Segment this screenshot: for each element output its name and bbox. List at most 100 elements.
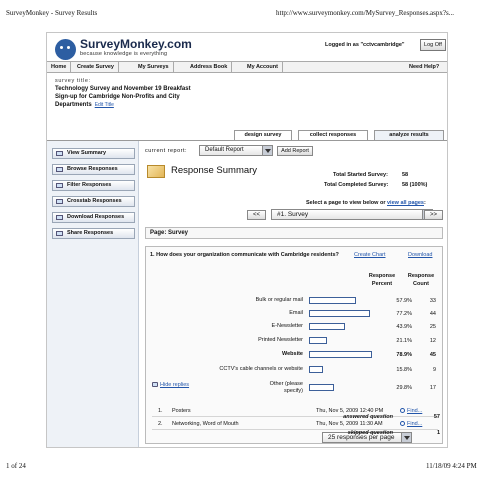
tab-design-survey[interactable]: design survey — [234, 130, 292, 140]
print-header-url: http://www.surveymonkey.com/MySurvey_Res… — [276, 9, 454, 17]
nav-my-account[interactable]: My Account — [243, 62, 283, 72]
logged-in-text: Logged in as "cctvcambridge" — [325, 42, 405, 48]
main-nav: Home Create Survey My Surveys Address Bo… — [47, 61, 447, 73]
answer-count: 33 — [429, 298, 436, 304]
answer-label-other: Other (please specify) — [269, 381, 303, 394]
total-completed-label: Total Completed Survey: — [324, 182, 389, 188]
nav-create-survey[interactable]: Create Survey — [73, 62, 119, 72]
answer-bar-other — [309, 384, 334, 391]
print-footer-page: 1 of 24 — [6, 462, 26, 470]
nav-help[interactable]: Need Help? — [409, 64, 440, 70]
find-link[interactable]: Find... — [400, 405, 422, 417]
answer-bar — [309, 366, 323, 373]
answer-label: E-Newsletter — [271, 323, 303, 329]
survey-title-line-2: Sign-up for Cambridge Non-Profits and Ci… — [55, 94, 180, 100]
answer-percent: 57.9% — [396, 298, 412, 304]
skipped-question-label: skipped question — [347, 430, 393, 436]
sidebar-item-browse-responses[interactable]: Browse Responses — [52, 164, 135, 175]
summary-chart-icon — [147, 165, 165, 178]
filter-icon — [56, 183, 63, 188]
magnifier-icon — [400, 408, 405, 413]
answer-bar — [309, 310, 370, 317]
monkey-logo-icon — [55, 39, 76, 60]
answer-label: Printed Newsletter — [258, 337, 303, 343]
replies-icon — [152, 382, 158, 387]
answer-percent: 77.2% — [396, 311, 412, 317]
answered-question-label: answered question — [343, 414, 393, 420]
brand-tagline: because knowledge is everything — [80, 51, 168, 57]
sidebar-item-filter-responses[interactable]: Filter Responses — [52, 180, 135, 191]
download-link[interactable]: Download — [408, 252, 433, 258]
answer-label: Website — [282, 351, 303, 357]
answer-label: CCTV's cable channels or website — [219, 366, 303, 372]
print-header-title: SurveyMonkey - Survey Results — [6, 9, 98, 17]
download-icon — [56, 215, 63, 220]
chevron-down-icon — [262, 146, 272, 155]
logoff-button[interactable]: Log Off — [420, 39, 446, 51]
answer-bar — [309, 297, 356, 304]
answer-count: 12 — [429, 338, 436, 344]
skipped-question-value: 1 — [436, 430, 440, 436]
sidebar-item-share-responses[interactable]: Share Responses — [52, 228, 135, 239]
reply-row: 2. Networking, Word of Mouth Thu, Nov 5,… — [152, 418, 438, 430]
create-chart-link[interactable]: Create Chart — [354, 252, 386, 258]
sidebar: View Summary Browse Responses Filter Res… — [47, 141, 139, 447]
total-started-label: Total Started Survey: — [333, 172, 388, 178]
sidebar-item-view-summary[interactable]: View Summary — [52, 148, 135, 159]
crosstab-icon — [56, 199, 63, 204]
add-report-button[interactable]: Add Report — [277, 146, 313, 156]
answer-bar — [309, 351, 372, 358]
tab-analyze-results[interactable]: analyze results — [374, 130, 444, 140]
current-report-label: current report: — [145, 148, 188, 154]
answer-percent: 21.1% — [396, 338, 412, 344]
edit-title-link[interactable]: Edit Title — [94, 102, 114, 108]
sidebar-item-download-responses[interactable]: Download Responses — [52, 212, 135, 223]
tab-collect-responses[interactable]: collect responses — [298, 130, 368, 140]
page-title: Response Summary — [171, 165, 258, 176]
sidebar-item-crosstab-responses[interactable]: Crosstab Responses — [52, 196, 135, 207]
report-select[interactable]: Default Report — [199, 145, 273, 156]
answer-count: 45 — [429, 352, 436, 358]
answer-count: 44 — [429, 311, 436, 317]
nav-my-surveys[interactable]: My Surveys — [134, 62, 174, 72]
hide-replies-link[interactable]: Hide replies — [152, 382, 189, 388]
browse-icon — [56, 167, 63, 172]
answer-percent: 78.9% — [396, 352, 412, 358]
question-panel: 1. How does your organization communicat… — [145, 246, 443, 444]
nav-address-book[interactable]: Address Book — [186, 62, 233, 72]
page-select[interactable]: #1. Survey — [271, 209, 433, 220]
answer-count-other: 17 — [429, 385, 436, 391]
survey-title-label: survey title: — [55, 78, 91, 84]
answer-percent: 15.8% — [396, 367, 412, 373]
answer-label: Bulk or regular mail — [255, 297, 303, 303]
answer-count: 25 — [429, 324, 436, 330]
find-link[interactable]: Find... — [400, 418, 422, 430]
magnifier-icon — [400, 421, 405, 426]
chevron-down-icon — [401, 433, 411, 442]
answer-percent: 43.9% — [396, 324, 412, 330]
answer-percent-other: 29.8% — [396, 385, 412, 391]
question-text: 1. How does your organization communicat… — [150, 252, 339, 258]
total-completed-value: 58 (100%) — [402, 182, 428, 188]
reply-row: 1. Posters Thu, Nov 5, 2009 12:40 PM Fin… — [152, 405, 438, 417]
nav-home[interactable]: Home — [47, 62, 72, 72]
survey-title-line-1: Technology Survey and November 19 Breakf… — [55, 86, 191, 92]
answer-label: Email — [289, 310, 303, 316]
page-label: Page: Survey — [145, 227, 443, 239]
share-icon — [56, 231, 63, 236]
answer-count: 9 — [432, 367, 436, 373]
survey-title-line-3: Departments Edit Title — [55, 102, 114, 108]
answer-bar — [309, 323, 345, 330]
page-frame: SurveyMonkey.com because knowledge is ev… — [46, 32, 448, 448]
next-page-button[interactable]: >> — [424, 210, 443, 220]
view-all-pages-link[interactable]: view all pages — [387, 200, 424, 206]
tab-divider — [47, 140, 447, 141]
responses-per-page-select[interactable]: 25 responses per page — [322, 432, 412, 443]
page-select-prompt: Select a page to view below or view all … — [306, 200, 426, 206]
brand-name: SurveyMonkey.com — [80, 37, 192, 51]
prev-page-button[interactable]: << — [247, 210, 266, 220]
print-footer-datetime: 11/18/09 4:24 PM — [426, 462, 477, 470]
answer-bar — [309, 337, 327, 344]
answered-question-value: 57 — [433, 414, 440, 420]
summary-icon — [56, 151, 63, 156]
